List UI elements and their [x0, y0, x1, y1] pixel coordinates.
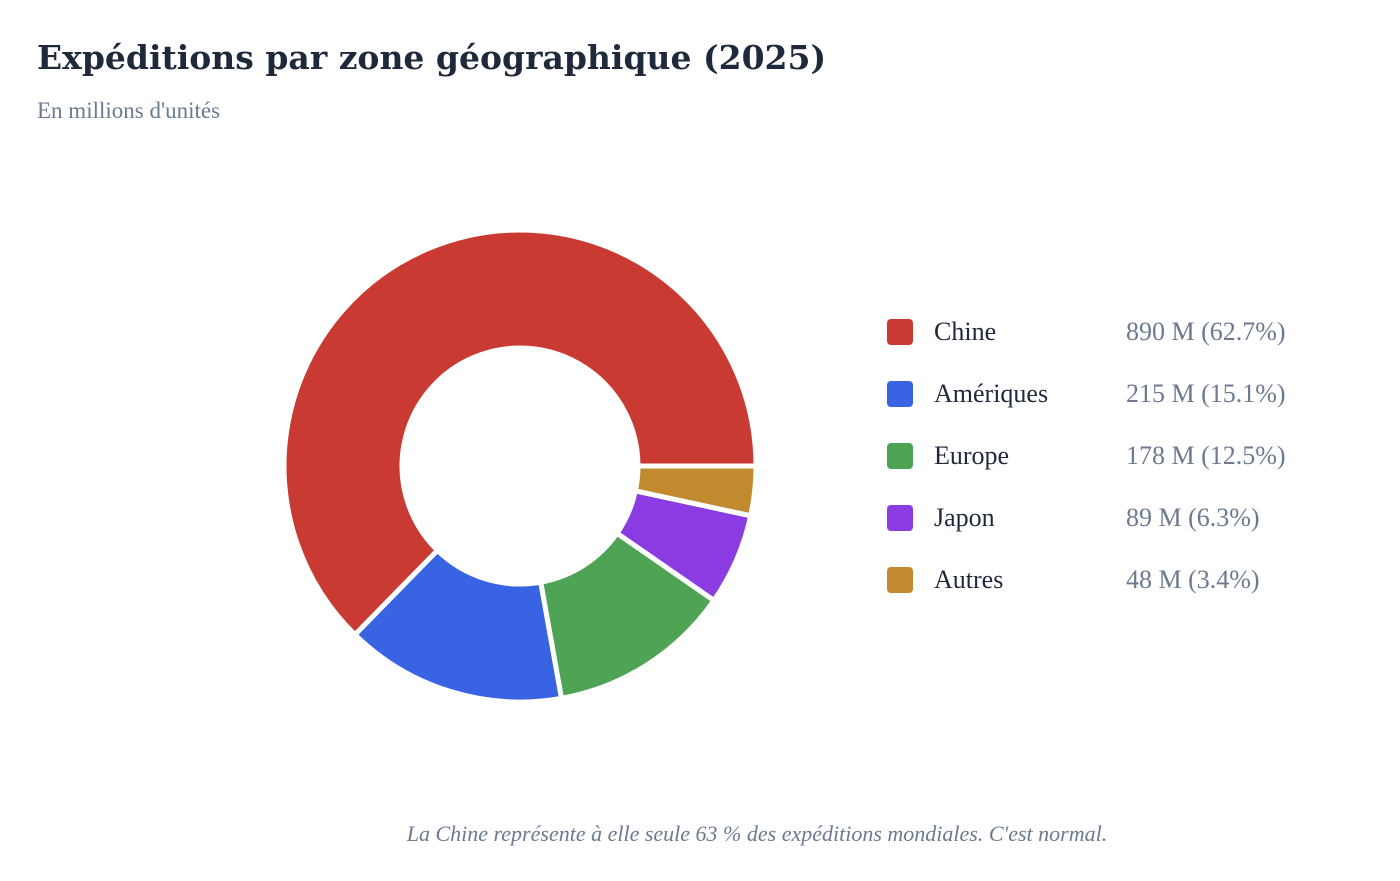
chart-footnote: La Chine représente à elle seule 63 % de…	[406, 821, 1108, 846]
legend-swatch	[887, 319, 913, 345]
legend-value: 215 M (15.1%)	[1126, 379, 1286, 408]
legend-item-japon: Japon 89 M (6.3%)	[887, 487, 1327, 549]
legend-item-autres: Autres 48 M (3.4%)	[887, 549, 1327, 611]
legend-label: Amériques	[934, 379, 1049, 408]
donut-slice-autres	[632, 463, 759, 519]
chart-subtitle: En millions d'unités	[37, 98, 221, 123]
legend-label: Autres	[934, 565, 1004, 594]
legend-item-ameriques: Amériques 215 M (15.1%)	[887, 363, 1327, 425]
legend-swatch	[887, 443, 913, 469]
donut-slice-ameriques	[352, 547, 565, 705]
legend-item-chine: Chine 890 M (62.7%)	[887, 301, 1327, 363]
donut-slice-chine	[281, 227, 759, 638]
donut-slices	[281, 227, 759, 705]
legend-value: 890 M (62.7%)	[1126, 317, 1286, 346]
donut-chart	[281, 227, 759, 705]
legend-value: 178 M (12.5%)	[1126, 441, 1286, 470]
legend-label: Chine	[934, 317, 997, 346]
legend-item-europe: Europe 178 M (12.5%)	[887, 425, 1327, 487]
legend-label: Japon	[934, 503, 995, 532]
legend-label: Europe	[934, 441, 1010, 470]
legend-value: 89 M (6.3%)	[1126, 503, 1260, 532]
legend-value: 48 M (3.4%)	[1126, 565, 1260, 594]
legend-swatch	[887, 381, 913, 407]
legend-swatch	[887, 505, 913, 531]
legend-swatch	[887, 567, 913, 593]
chart-title: Expéditions par zone géographique (2025)	[37, 38, 827, 77]
chart-legend: Chine 890 M (62.7%) Amériques 215 M (15.…	[887, 301, 1327, 611]
